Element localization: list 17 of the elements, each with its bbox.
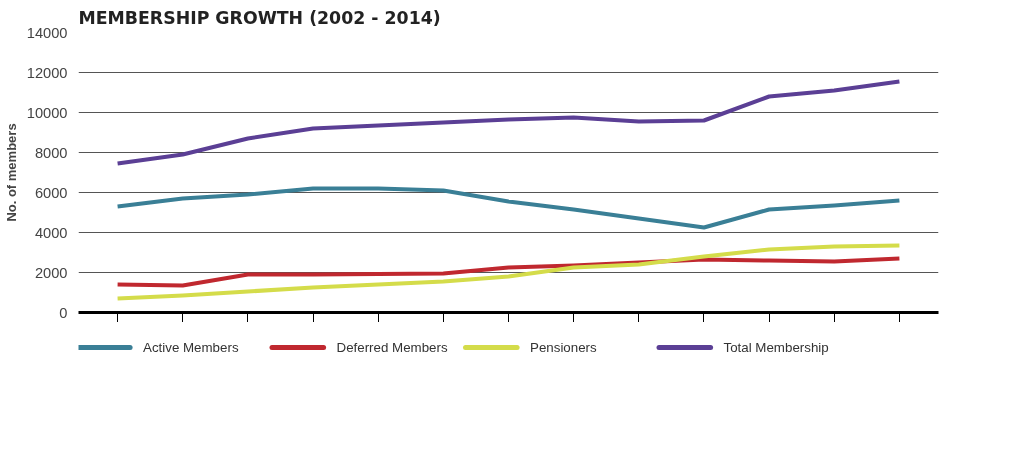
- y-tick-label: 8000: [34, 144, 68, 161]
- y-tick-label: 14000: [26, 24, 68, 41]
- legend-label: Active Members: [143, 340, 239, 355]
- legend-label: Deferred Members: [336, 340, 448, 355]
- y-axis-title: No. of members: [3, 123, 19, 222]
- y-tick-label: 10000: [26, 104, 68, 121]
- line-series: [115, 186, 902, 230]
- y-tick-label: 12000: [26, 64, 68, 81]
- legend-label: Total Membership: [723, 340, 829, 355]
- line-series: [115, 243, 902, 301]
- chart-title: MEMBERSHIP GROWTH (2002 - 2014): [78, 7, 441, 28]
- y-tick-label: 2000: [34, 264, 68, 281]
- y-tick-label: 4000: [34, 224, 68, 241]
- legend-label: Pensioners: [530, 340, 598, 355]
- line-series: [115, 79, 902, 166]
- y-tick-label: 0: [59, 304, 68, 321]
- y-tick-label: 6000: [34, 184, 68, 201]
